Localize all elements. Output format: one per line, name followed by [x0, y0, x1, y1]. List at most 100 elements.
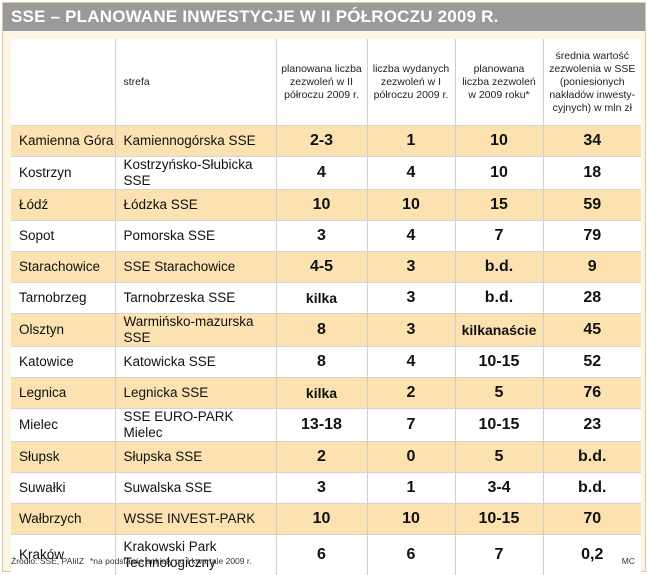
- cell-issued-h1: 4: [367, 346, 456, 378]
- column-header-planned-2009: planowana liczba zezwoleń w 2009 roku*: [455, 39, 544, 126]
- cell-city: Katowice: [11, 346, 116, 378]
- cell-planned-2009: 3-4: [455, 472, 544, 504]
- cell-city: Łódź: [11, 189, 116, 221]
- cell-issued-h1: 7: [367, 408, 456, 442]
- cell-avg-value: 79: [543, 220, 641, 252]
- cell-planned-h2: 4: [276, 156, 368, 190]
- column-header-avg-value: średnia wartość zezwolenia w SSE (ponies…: [543, 39, 641, 126]
- cell-planned-h2: kilka: [276, 377, 368, 409]
- table-row: Sopot Pomorska SSE 3 4 7 79: [11, 220, 641, 252]
- cell-city: Kamienna Góra: [11, 125, 116, 157]
- cell-planned-h2: 13-18: [276, 408, 368, 442]
- footnote: *na podstawie ankiety po I kwartale 2009…: [90, 556, 252, 566]
- cell-planned-h2: 10: [276, 189, 368, 221]
- table-row: Olsztyn Warmińsko-mazurska SSE 8 3 kilkanaśc…: [11, 313, 641, 347]
- source-note: Źródło: SSE, PAIiIZ: [11, 556, 85, 566]
- cell-planned-h2: 6: [276, 534, 368, 575]
- cell-issued-h1: 1: [367, 125, 456, 157]
- cell-planned-2009: kilkanaście: [455, 313, 544, 347]
- column-header-issued-h1: liczba wydanych zezwoleń w I półroczu 20…: [367, 39, 456, 126]
- cell-issued-h1: 10: [367, 503, 456, 535]
- cell-planned-h2: 3: [276, 472, 368, 504]
- chart-title: SSE – PLANOWANE INWESTYCJE W II PÓŁROCZU…: [11, 7, 499, 26]
- cell-issued-h1: 3: [367, 313, 456, 347]
- cell-city: Słupsk: [11, 441, 116, 473]
- cell-planned-2009: 7: [455, 534, 544, 575]
- cell-planned-h2: 2: [276, 441, 368, 473]
- cell-city: Kraków: [11, 534, 116, 575]
- cell-planned-2009: 7: [455, 220, 544, 252]
- column-header-zone: strefa: [115, 39, 277, 126]
- cell-zone: Łódzka SSE: [115, 189, 277, 221]
- cell-issued-h1: 0: [367, 441, 456, 473]
- cell-city: Mielec: [11, 408, 116, 442]
- author-credit: MC: [621, 556, 635, 566]
- cell-planned-h2: 2-3: [276, 125, 368, 157]
- cell-avg-value: 28: [543, 282, 641, 314]
- table-row: Łódź Łódzka SSE 10 10 15 59: [11, 189, 641, 221]
- cell-zone: Kamiennogórska SSE: [115, 125, 277, 157]
- cell-zone: Kostrzyńsko-Słubicka SSE: [115, 156, 277, 190]
- column-header-planned-h2: planowana liczba zezwoleń w II półroczu …: [276, 39, 368, 126]
- cell-issued-h1: 3: [367, 282, 456, 314]
- cell-city: Suwałki: [11, 472, 116, 504]
- cell-planned-2009: 10-15: [455, 503, 544, 535]
- table-body: Kamienna Góra Kamiennogórska SSE 2-3 1 10 34 K…: [11, 125, 641, 575]
- cell-avg-value: 59: [543, 189, 641, 221]
- cell-zone: SSE Starachowice: [115, 251, 277, 283]
- data-table: strefa planowana liczba zezwoleń w II pó…: [11, 39, 641, 575]
- cell-planned-2009: 15: [455, 189, 544, 221]
- cell-planned-h2: 8: [276, 346, 368, 378]
- column-header-city: [11, 39, 116, 126]
- table-row: Kamienna Góra Kamiennogórska SSE 2-3 1 10 34: [11, 125, 641, 157]
- cell-city: Sopot: [11, 220, 116, 252]
- cell-planned-2009: 5: [455, 377, 544, 409]
- table-row: Słupsk Słupska SSE 2 0 5 b.d.: [11, 441, 641, 473]
- cell-zone: Słupska SSE: [115, 441, 277, 473]
- cell-planned-h2: 8: [276, 313, 368, 347]
- cell-planned-h2: 3: [276, 220, 368, 252]
- cell-city: Olsztyn: [11, 313, 116, 347]
- cell-avg-value: 52: [543, 346, 641, 378]
- table-row: Wałbrzych WSSE INVEST-PARK 10 10 10-15 70: [11, 503, 641, 535]
- cell-planned-2009: b.d.: [455, 282, 544, 314]
- cell-zone: WSSE INVEST-PARK: [115, 503, 277, 535]
- cell-planned-2009: 10-15: [455, 346, 544, 378]
- cell-city: Kostrzyn: [11, 156, 116, 190]
- cell-avg-value: 0,2: [543, 534, 641, 575]
- footer: Źródło: SSE, PAIiIZ *na podstawie ankiet…: [11, 556, 641, 570]
- header-row: strefa planowana liczba zezwoleń w II pó…: [11, 39, 641, 126]
- cell-zone: Legnicka SSE: [115, 377, 277, 409]
- cell-planned-2009: 5: [455, 441, 544, 473]
- cell-avg-value: 45: [543, 313, 641, 347]
- cell-issued-h1: 4: [367, 220, 456, 252]
- table-row: Suwałki Suwalska SSE 3 1 3-4 b.d.: [11, 472, 641, 504]
- cell-issued-h1: 1: [367, 472, 456, 504]
- cell-avg-value: 18: [543, 156, 641, 190]
- cell-planned-h2: 10: [276, 503, 368, 535]
- cell-zone: Pomorska SSE: [115, 220, 277, 252]
- cell-zone: Suwalska SSE: [115, 472, 277, 504]
- table-row: Starachowice SSE Starachowice 4-5 3 b.d. 9: [11, 251, 641, 283]
- cell-zone: Krakowski Park Technologiczny: [115, 534, 277, 575]
- table-row: Kraków Krakowski Park Technologiczny 6 6 7 0,…: [11, 534, 641, 575]
- cell-planned-2009: 10: [455, 125, 544, 157]
- cell-issued-h1: 3: [367, 251, 456, 283]
- cell-avg-value: 9: [543, 251, 641, 283]
- cell-planned-2009: 10-15: [455, 408, 544, 442]
- cell-planned-2009: 10: [455, 156, 544, 190]
- table-row: Mielec SSE EURO-PARK Mielec 13-18 7 10-15 23: [11, 408, 641, 442]
- table-row: Kostrzyn Kostrzyńsko-Słubicka SSE 4 4 10 18: [11, 156, 641, 190]
- cell-city: Legnica: [11, 377, 116, 409]
- cell-planned-h2: 4-5: [276, 251, 368, 283]
- table-row: Legnica Legnicka SSE kilka 2 5 76: [11, 377, 641, 409]
- cell-city: Wałbrzych: [11, 503, 116, 535]
- cell-avg-value: 76: [543, 377, 641, 409]
- cell-zone: Katowicka SSE: [115, 346, 277, 378]
- cell-issued-h1: 6: [367, 534, 456, 575]
- table-row: Tarnobrzeg Tarnobrzeska SSE kilka 3 b.d. 28: [11, 282, 641, 314]
- cell-planned-2009: b.d.: [455, 251, 544, 283]
- cell-planned-h2: kilka: [276, 282, 368, 314]
- cell-zone: SSE EURO-PARK Mielec: [115, 408, 277, 442]
